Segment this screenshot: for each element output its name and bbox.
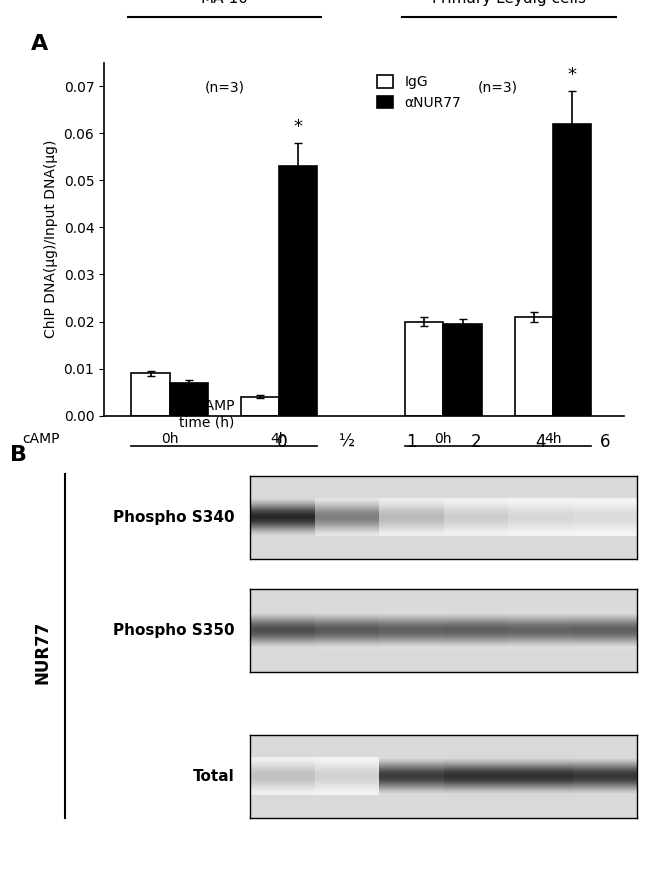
Text: cAMP: cAMP bbox=[23, 432, 60, 445]
Bar bbox=[279, 166, 317, 416]
Text: (n=3): (n=3) bbox=[478, 80, 518, 95]
Text: *: * bbox=[294, 117, 303, 136]
Text: 0h: 0h bbox=[435, 432, 452, 445]
Text: Phospho S350: Phospho S350 bbox=[113, 623, 235, 638]
Bar bbox=[553, 123, 591, 416]
Text: MA-10: MA-10 bbox=[200, 0, 248, 6]
Text: Phospho S340: Phospho S340 bbox=[113, 510, 235, 525]
Text: (n=3): (n=3) bbox=[204, 80, 244, 95]
Legend: IgG, αNUR77: IgG, αNUR77 bbox=[371, 70, 467, 115]
Bar bbox=[443, 324, 482, 416]
Text: cAMP
time (h): cAMP time (h) bbox=[179, 399, 235, 430]
Bar bbox=[170, 383, 208, 416]
Text: Total: Total bbox=[193, 769, 235, 784]
Text: Primary Leydig cells: Primary Leydig cells bbox=[432, 0, 586, 6]
Text: 4h: 4h bbox=[544, 432, 562, 445]
Text: 4h: 4h bbox=[270, 432, 288, 445]
Bar bbox=[515, 316, 553, 416]
Text: B: B bbox=[10, 445, 27, 465]
Text: 0h: 0h bbox=[161, 432, 179, 445]
Text: 4: 4 bbox=[535, 433, 545, 451]
Text: 1: 1 bbox=[406, 433, 417, 451]
Bar bbox=[405, 322, 443, 416]
Text: 6: 6 bbox=[599, 433, 610, 451]
Y-axis label: ChIP DNA(μg)/Input DNA(μg): ChIP DNA(μg)/Input DNA(μg) bbox=[44, 140, 58, 338]
Bar bbox=[131, 374, 170, 416]
Text: 2: 2 bbox=[471, 433, 481, 451]
Text: ½: ½ bbox=[339, 433, 355, 451]
Text: NUR77: NUR77 bbox=[33, 621, 51, 684]
Text: *: * bbox=[567, 66, 577, 84]
Text: A: A bbox=[31, 34, 49, 55]
Text: 0: 0 bbox=[278, 433, 288, 451]
Bar bbox=[241, 397, 279, 416]
